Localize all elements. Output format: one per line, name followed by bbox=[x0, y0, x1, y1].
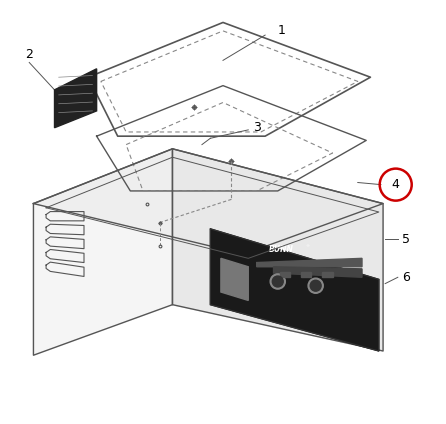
Polygon shape bbox=[221, 258, 248, 301]
Text: 4: 4 bbox=[392, 178, 400, 191]
Polygon shape bbox=[211, 229, 379, 351]
Circle shape bbox=[310, 280, 321, 291]
Text: 6: 6 bbox=[402, 271, 410, 284]
Text: 2: 2 bbox=[25, 47, 33, 61]
Bar bbox=[322, 272, 333, 277]
Polygon shape bbox=[33, 149, 383, 254]
Text: 1: 1 bbox=[278, 24, 286, 37]
Circle shape bbox=[272, 276, 283, 287]
Polygon shape bbox=[273, 267, 362, 277]
Circle shape bbox=[270, 274, 285, 289]
Polygon shape bbox=[33, 149, 173, 355]
Bar bbox=[280, 272, 290, 277]
Bar bbox=[301, 272, 311, 277]
Text: BUNN: BUNN bbox=[269, 245, 294, 254]
Polygon shape bbox=[54, 69, 97, 128]
Text: 5: 5 bbox=[402, 233, 410, 246]
Text: ®: ® bbox=[305, 245, 309, 248]
Polygon shape bbox=[257, 258, 362, 267]
Text: 3: 3 bbox=[253, 121, 260, 134]
Circle shape bbox=[308, 278, 323, 293]
Polygon shape bbox=[173, 149, 383, 351]
